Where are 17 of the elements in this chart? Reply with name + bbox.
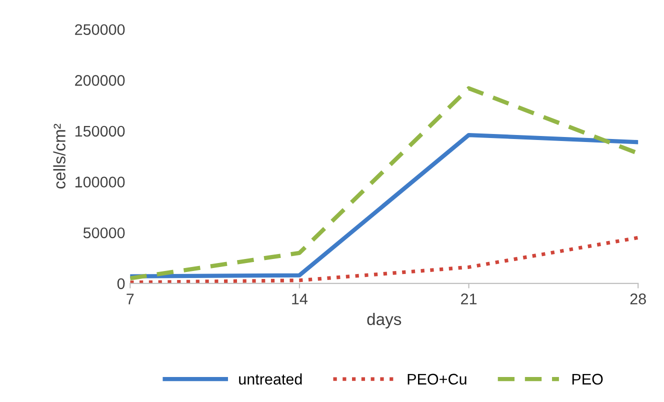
y-tick-label: 150000	[75, 126, 125, 137]
x-tick-label: 7	[126, 294, 134, 304]
x-axis-title: days	[367, 312, 402, 328]
y-tick-label: 0	[117, 278, 125, 290]
x-tick-label: 14	[292, 294, 308, 304]
line-series	[130, 86, 638, 280]
x-tick-label: 28	[630, 294, 646, 304]
y-tick-label: 250000	[75, 24, 125, 36]
legend-label: untreated	[239, 373, 302, 385]
legend-label: PEO+Cu	[408, 374, 466, 385]
y-tick-label: 200000	[75, 75, 125, 86]
y-tick-label: 50000	[83, 227, 125, 238]
y-tick-label: 100000	[75, 176, 125, 188]
line-series	[130, 132, 638, 278]
y-axis-title: cells/cm²	[53, 124, 66, 189]
legend-label: PEO	[572, 374, 603, 385]
x-tick-label: 21	[461, 294, 477, 304]
